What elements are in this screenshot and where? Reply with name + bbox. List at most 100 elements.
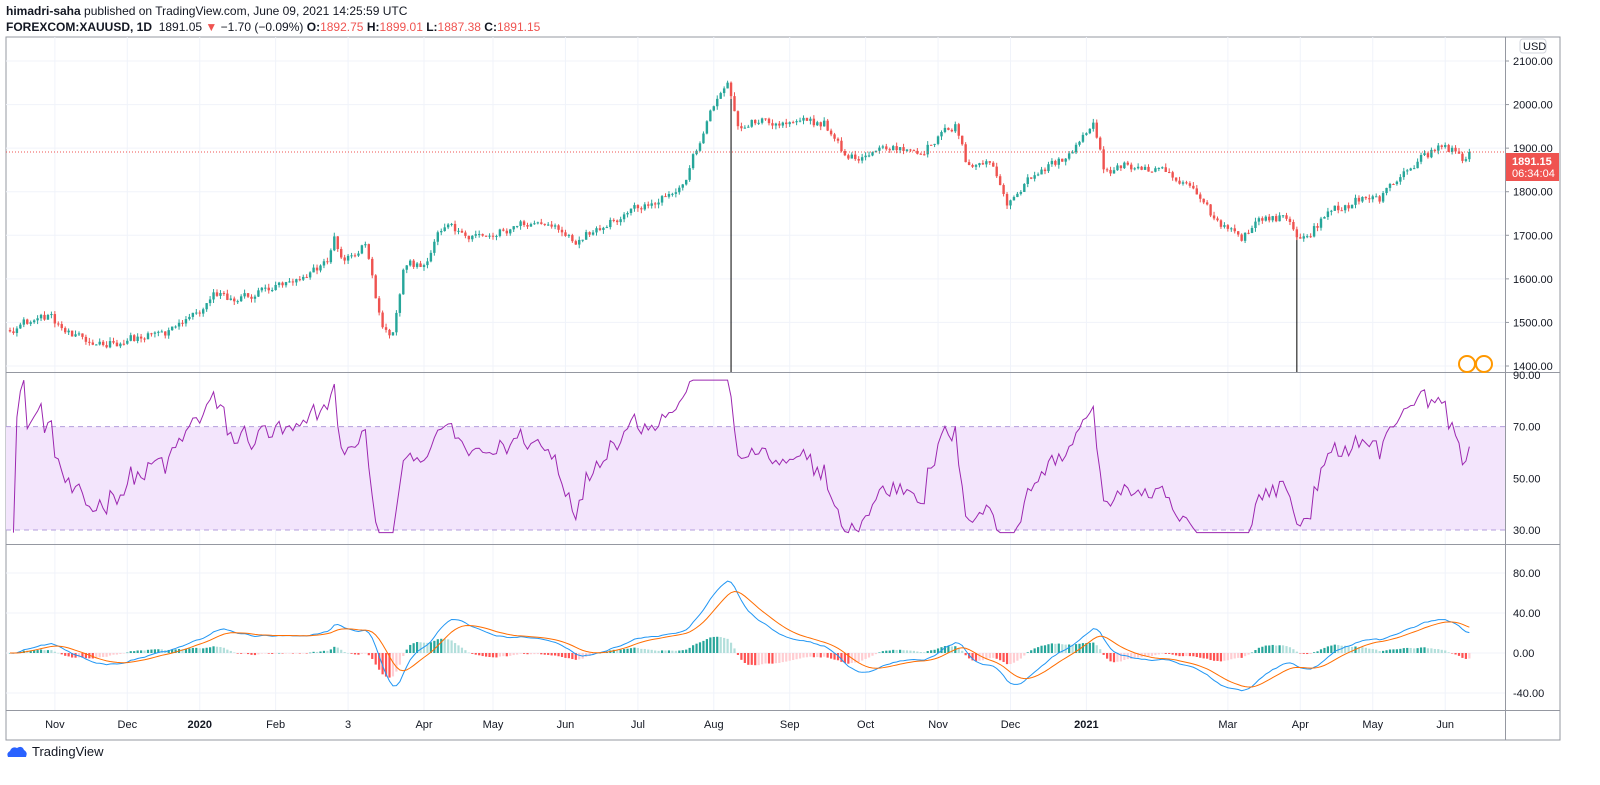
price-tick-label: 1400.00	[1513, 361, 1553, 373]
macd-histogram-bar	[140, 650, 143, 653]
macd-histogram-bar	[1257, 647, 1260, 653]
candle-body	[1061, 158, 1064, 162]
macd-histogram-bar	[526, 653, 529, 655]
candle-body	[819, 122, 822, 127]
last-price-badge	[1506, 152, 1559, 181]
macd-histogram-bar	[643, 648, 646, 653]
macd-histogram-bar	[681, 650, 684, 653]
macd-histogram-bar	[1137, 653, 1140, 658]
candle-body	[1092, 122, 1095, 129]
candle-body	[871, 152, 874, 156]
macd-histogram-bar	[329, 649, 332, 653]
macd-histogram-bar	[378, 653, 381, 670]
candle-body	[574, 241, 577, 245]
macd-histogram-bar	[246, 653, 250, 655]
author[interactable]: himadri-saha	[6, 4, 81, 18]
rsi-tick-label: 90.00	[1513, 370, 1541, 382]
candle-body	[847, 155, 850, 159]
macd-histogram-bar	[267, 653, 270, 654]
candle-body	[160, 331, 163, 333]
macd-histogram-bar	[1437, 649, 1440, 653]
candle-body	[308, 272, 312, 278]
candle-body	[1371, 196, 1374, 200]
macd-histogram-bar	[692, 645, 695, 653]
tradingview-logo[interactable]: TradingView	[6, 744, 104, 759]
candle-body	[446, 224, 450, 228]
macd-histogram-bar	[574, 653, 577, 660]
macd-histogram-bar	[936, 648, 940, 653]
candle-body	[495, 235, 498, 237]
candle-body	[1178, 180, 1181, 184]
macd-histogram-bar	[50, 650, 53, 653]
change: −1.70 (−0.09%)	[220, 20, 304, 34]
candle-body	[1285, 215, 1288, 219]
macd-histogram-bar	[474, 653, 477, 655]
symbol[interactable]: FOREXCOM:XAUUSD, 1D	[6, 20, 153, 34]
macd-histogram-bar	[1261, 646, 1264, 653]
macd-histogram-bar	[1451, 653, 1454, 654]
candle-body	[1243, 232, 1247, 241]
candle-body	[764, 118, 767, 120]
candle-body	[36, 318, 39, 321]
candle-body	[481, 234, 484, 236]
candle-body	[795, 121, 798, 123]
candle-body	[77, 333, 81, 335]
time-tick-label: Nov	[45, 719, 65, 731]
candle-body	[1233, 228, 1236, 232]
candle-body	[809, 118, 812, 121]
macd-histogram-bar	[1433, 648, 1436, 653]
candle-body	[1347, 205, 1350, 209]
candle-body	[50, 314, 53, 316]
macd-histogram-bar	[353, 653, 357, 655]
macd-histogram-bar	[1292, 649, 1295, 653]
macd-histogram-bar	[1168, 653, 1171, 654]
candle-body	[333, 236, 336, 251]
macd-histogram-bar	[874, 653, 878, 655]
macd-histogram-bar	[1440, 649, 1443, 653]
macd-histogram-bar	[719, 637, 722, 653]
candle-body	[271, 290, 274, 292]
candle-body	[1095, 122, 1098, 138]
macd-histogram-bar	[509, 653, 512, 656]
macd-histogram-bar	[640, 648, 643, 653]
candle-body	[1143, 166, 1147, 170]
macd-histogram-bar	[115, 653, 119, 655]
candle-body	[1333, 205, 1336, 211]
candle-body	[371, 258, 374, 276]
macd-histogram-bar	[1071, 644, 1074, 653]
macd-histogram-bar	[95, 653, 98, 659]
macd-histogram-bar	[840, 653, 843, 662]
candle-body	[1271, 216, 1274, 221]
macd-histogram-bar	[843, 653, 846, 664]
candle-body	[215, 292, 219, 296]
candle-body	[798, 120, 802, 122]
candle-body	[257, 290, 260, 297]
macd-histogram-bar	[757, 653, 760, 666]
candle-body	[195, 312, 198, 314]
last-price-label: 1891.15	[1512, 156, 1552, 168]
macd-histogram-bar	[360, 653, 363, 654]
macd-histogram-bar	[1430, 648, 1433, 653]
candle-body	[88, 341, 91, 343]
macd-histogram-bar	[447, 639, 450, 653]
chart-frame	[5, 36, 1561, 741]
candle-body	[515, 225, 519, 227]
candle-body	[367, 244, 370, 259]
candle-body	[857, 159, 860, 161]
macd-histogram-bar	[112, 653, 115, 655]
candle-body	[536, 222, 540, 224]
macd-histogram-bar	[792, 653, 795, 661]
candle-body	[688, 168, 691, 180]
candle-body	[726, 82, 729, 89]
candle-body	[1171, 172, 1174, 178]
candle-body	[32, 320, 36, 323]
candle-body	[315, 267, 319, 271]
candle-body	[560, 229, 564, 233]
candle-body	[436, 232, 439, 242]
low-value: 1887.38	[437, 20, 481, 34]
macd-histogram-bar	[1302, 653, 1305, 654]
candle-body	[691, 154, 695, 169]
candle-body	[264, 287, 267, 289]
candle-body	[1395, 181, 1399, 185]
